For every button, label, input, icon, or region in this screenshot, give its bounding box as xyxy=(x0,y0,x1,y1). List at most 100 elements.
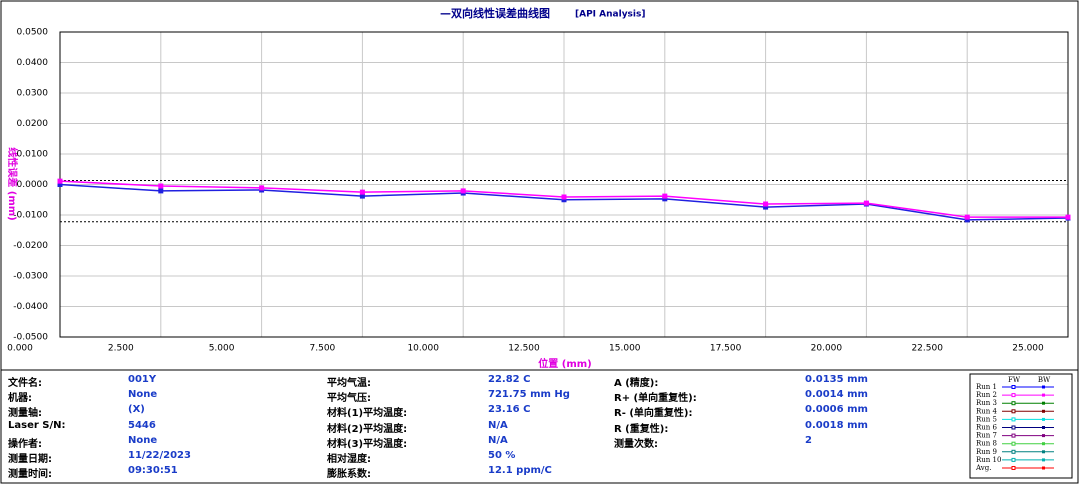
point xyxy=(662,196,668,202)
point xyxy=(158,188,164,194)
point xyxy=(964,217,970,223)
info-value: 50 % xyxy=(488,450,516,461)
info-label: R- (单向重复性): xyxy=(614,408,693,420)
legend-marker xyxy=(1042,466,1045,470)
point xyxy=(763,201,769,207)
legend-marker xyxy=(1042,434,1045,438)
info-value: None xyxy=(128,389,158,401)
x-tick-label: 12.500 xyxy=(508,344,540,354)
legend-label: Run 6 xyxy=(976,424,998,432)
y-tick-label: -0.0400 xyxy=(13,302,48,312)
point xyxy=(359,189,365,195)
info-value: 5446 xyxy=(128,419,156,431)
legend-label: Run 7 xyxy=(976,432,997,440)
legend-label: Run 8 xyxy=(976,440,997,448)
y-axis-label: 线性误差 (mm) xyxy=(6,147,19,220)
info-label: 相对湿度: xyxy=(327,454,371,465)
info-label: 测量日期: xyxy=(8,454,52,465)
info-label: 测量时间: xyxy=(8,469,52,481)
x-tick-label: 25.000 xyxy=(1012,344,1044,354)
point xyxy=(259,185,265,191)
info-value: 0.0135 mm xyxy=(805,374,868,385)
info-label: R (重复性): xyxy=(614,423,669,435)
info-label: A (精度): xyxy=(614,378,659,389)
x-axis-label: 位置 (mm) xyxy=(538,357,591,370)
info-label: 材料(3)平均温度: xyxy=(327,438,408,450)
info-value: 23.16 C xyxy=(488,404,531,416)
info-label: 操作者: xyxy=(8,438,42,450)
x-tick-label: 22.500 xyxy=(911,344,943,354)
info-value: 09:30:51 xyxy=(128,465,178,477)
legend-marker xyxy=(1042,458,1045,462)
legend-marker xyxy=(1011,393,1016,398)
legend-marker xyxy=(1042,417,1045,421)
y-tick-label: 0.0200 xyxy=(17,119,49,129)
point xyxy=(763,204,769,210)
point xyxy=(359,193,365,199)
legend-label: Avg. xyxy=(975,464,991,472)
info-value: None xyxy=(128,434,158,446)
legend-marker xyxy=(1042,426,1045,429)
point xyxy=(863,200,869,206)
legend-marker xyxy=(1042,385,1045,389)
info-value: 2 xyxy=(805,434,812,446)
y-tick-label: -0.0500 xyxy=(13,333,48,343)
legend-marker xyxy=(1011,457,1016,462)
legend-box xyxy=(969,373,1073,479)
legend-marker xyxy=(1042,393,1045,397)
info-value: (X) xyxy=(128,404,145,416)
legend-marker xyxy=(1011,385,1016,389)
legend-header: BW xyxy=(1038,376,1051,384)
legend-marker xyxy=(1011,417,1016,422)
info-value: 001Y xyxy=(128,374,157,385)
legend-marker xyxy=(1011,409,1016,414)
legend-marker xyxy=(1011,449,1016,454)
point xyxy=(57,178,63,184)
y-tick-label: 0.0400 xyxy=(17,58,49,68)
y-tick-label: -0.0200 xyxy=(13,241,48,251)
legend-label: Run 1 xyxy=(976,383,997,391)
info-value: 0.0018 mm xyxy=(805,419,868,431)
info-value: N/A xyxy=(488,419,508,431)
point xyxy=(158,183,164,189)
legend-header: FW xyxy=(1008,376,1021,384)
info-value: 12.1 ppm/C xyxy=(488,465,552,477)
point xyxy=(561,197,567,203)
x-tick-label: 17.500 xyxy=(710,344,742,354)
info-label: 膨胀系数: xyxy=(327,469,371,481)
point xyxy=(1065,214,1071,220)
legend-label: Run 9 xyxy=(976,448,997,456)
legend-marker xyxy=(1042,450,1045,454)
x-tick-label: 0.000 xyxy=(7,344,33,354)
y-tick-label: -0.0300 xyxy=(13,272,48,282)
info-label: 平均气温: xyxy=(327,378,371,389)
legend-marker xyxy=(1042,401,1045,405)
info-value: 0.0006 mm xyxy=(805,404,868,416)
x-tick-label: 10.000 xyxy=(407,344,439,354)
info-label: 平均气压: xyxy=(327,393,371,405)
legend-marker xyxy=(1011,433,1016,438)
y-tick-label: 0.0100 xyxy=(17,150,49,160)
legend-label: Run 4 xyxy=(976,407,998,415)
info-value: 22.82 C xyxy=(488,374,531,385)
point xyxy=(964,214,970,220)
info-value: 0.0014 mm xyxy=(805,389,868,401)
legend-label: Run 3 xyxy=(976,399,997,407)
info-value: 721.75 mm Hg xyxy=(488,389,570,401)
legend-marker xyxy=(1011,466,1016,470)
legend-marker xyxy=(1042,442,1045,446)
y-tick-label: 0.0500 xyxy=(17,28,49,38)
x-tick-label: 5.000 xyxy=(209,344,235,354)
x-tick-label: 7.500 xyxy=(310,344,336,354)
x-tick-label: 20.000 xyxy=(811,344,843,354)
chart-title: —双向线性误差曲线图 xyxy=(440,6,550,20)
legend-marker xyxy=(1011,425,1016,430)
y-tick-label: 0.0000 xyxy=(17,180,49,190)
legend-label: Run 10 xyxy=(976,456,1001,464)
legend-marker xyxy=(1011,441,1016,446)
chart-subtitle: [API Analysis] xyxy=(575,10,645,20)
info-label: Laser S/N: xyxy=(8,419,66,431)
info-label: 测量轴: xyxy=(8,408,42,420)
